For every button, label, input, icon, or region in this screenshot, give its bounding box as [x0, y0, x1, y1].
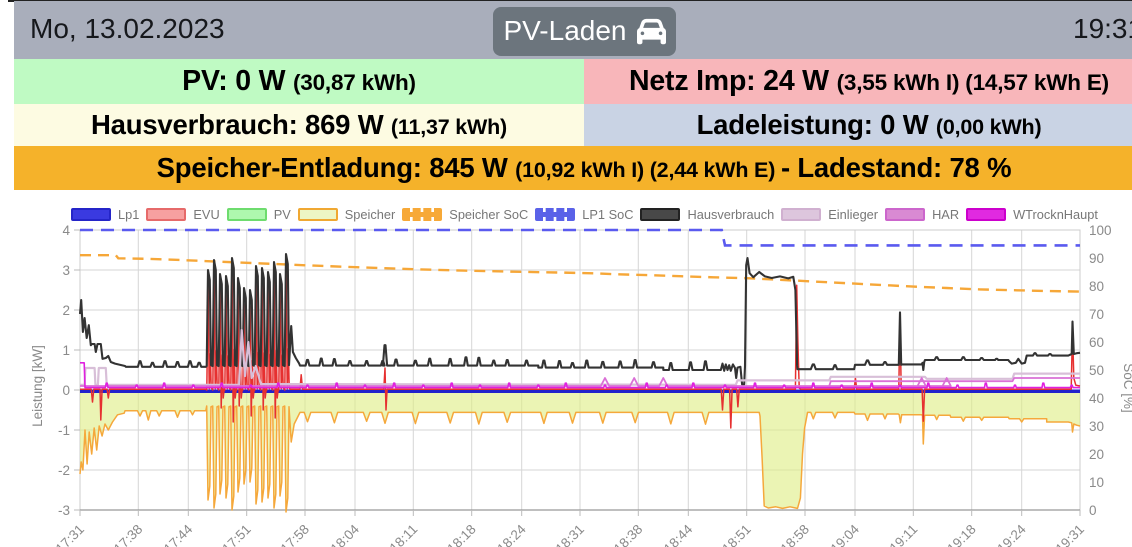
- svg-text:SoC [%]: SoC [%]: [1121, 363, 1132, 413]
- svg-text:18:51: 18:51: [719, 522, 754, 547]
- svg-text:18:44: 18:44: [661, 521, 696, 547]
- svg-text:2: 2: [62, 303, 70, 318]
- svg-text:18:11: 18:11: [387, 522, 421, 547]
- svg-text:18:38: 18:38: [611, 522, 646, 547]
- svg-text:19:31: 19:31: [1053, 522, 1088, 547]
- svg-text:Leistung [kW]: Leistung [kW]: [30, 345, 45, 427]
- svg-text:80: 80: [1089, 279, 1104, 294]
- svg-text:18:24: 18:24: [494, 521, 529, 547]
- svg-text:17:38: 17:38: [111, 522, 146, 547]
- svg-text:-3: -3: [58, 503, 70, 518]
- svg-text:18:18: 18:18: [444, 522, 479, 547]
- svg-text:-2: -2: [58, 463, 70, 478]
- svg-text:10: 10: [1089, 475, 1104, 490]
- svg-text:60: 60: [1089, 335, 1104, 350]
- svg-text:50: 50: [1089, 363, 1104, 378]
- svg-text:19:18: 19:18: [944, 522, 979, 547]
- svg-text:90: 90: [1089, 251, 1104, 266]
- svg-text:18:31: 18:31: [553, 522, 588, 547]
- svg-text:0: 0: [1089, 503, 1097, 518]
- svg-text:17:58: 17:58: [278, 522, 313, 547]
- svg-text:4: 4: [62, 223, 70, 238]
- svg-text:20: 20: [1089, 447, 1104, 462]
- svg-text:18:58: 18:58: [778, 522, 813, 547]
- svg-text:19:04: 19:04: [828, 521, 863, 547]
- svg-text:-1: -1: [58, 423, 70, 438]
- svg-text:40: 40: [1089, 391, 1104, 406]
- svg-text:19:24: 19:24: [994, 521, 1029, 547]
- svg-text:30: 30: [1089, 419, 1104, 434]
- svg-text:0: 0: [62, 383, 70, 398]
- svg-text:19:11: 19:11: [887, 522, 921, 547]
- svg-text:17:44: 17:44: [161, 521, 196, 547]
- svg-text:3: 3: [62, 263, 70, 278]
- svg-text:17:31: 17:31: [53, 522, 88, 547]
- svg-text:70: 70: [1089, 307, 1104, 322]
- svg-text:1: 1: [62, 343, 70, 358]
- svg-text:100: 100: [1089, 223, 1112, 238]
- svg-text:18:04: 18:04: [328, 521, 363, 547]
- svg-text:17:51: 17:51: [219, 522, 254, 547]
